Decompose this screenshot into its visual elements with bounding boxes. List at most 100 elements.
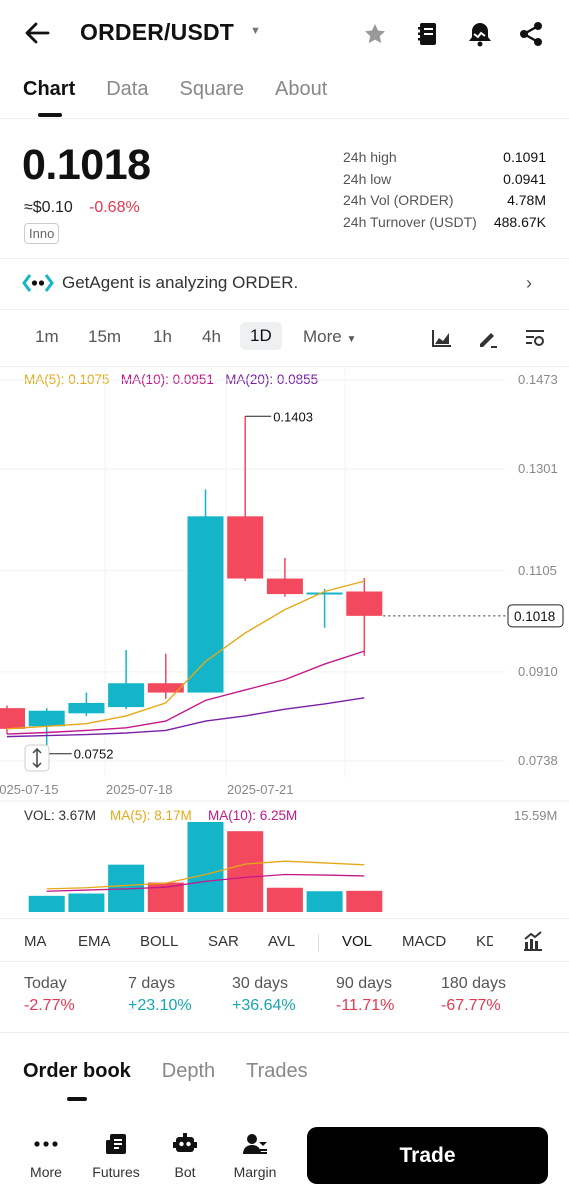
futures-label: Futures: [92, 1164, 140, 1180]
last-price-tag: [507, 604, 564, 628]
notebook-icon[interactable]: [416, 21, 440, 52]
perf-value: +23.10%: [128, 997, 192, 1014]
getagent-text: GetAgent is analyzing ORDER.: [62, 273, 299, 292]
stat-value: 0.0941: [503, 170, 546, 187]
volume-ma10-line: [46, 873, 365, 892]
volume-ma5-line: [46, 860, 365, 890]
pair-dropdown-icon[interactable]: ▼: [250, 25, 261, 37]
indicator-separator: [318, 934, 319, 952]
divider: [0, 918, 569, 919]
volume-ma10-label: MA(10): 6.25M: [208, 808, 297, 823]
interval-bar: 1m 15m 1h 4h 1D More ▼: [0, 322, 569, 356]
tab-chart[interactable]: Chart: [23, 78, 76, 100]
zone-badge[interactable]: Inno: [24, 223, 60, 244]
bot-label: Bot: [174, 1164, 196, 1180]
perf-90d: 90 days -11.71%: [336, 975, 394, 1015]
y-tick-label: 0.1473: [518, 372, 558, 387]
y-tick-label: 0.0738: [518, 753, 558, 768]
tab-data[interactable]: Data: [106, 78, 149, 100]
usd-price: ≈$0.10: [24, 199, 73, 216]
perf-label: 90 days: [336, 975, 393, 992]
more-label: More: [30, 1164, 62, 1180]
volume-bar: [68, 893, 105, 912]
perf-label: 30 days: [232, 975, 289, 992]
perf-30d: 30 days +36.64%: [232, 975, 296, 1015]
y-tick-label: 0.1301: [518, 461, 558, 476]
futures-button[interactable]: Futures: [86, 1130, 146, 1180]
candle-body: [147, 683, 184, 693]
chevron-right-icon[interactable]: ›: [526, 273, 532, 293]
pair-title[interactable]: ORDER/USDT: [80, 19, 235, 45]
bot-button[interactable]: Bot: [155, 1130, 215, 1180]
tab-depth[interactable]: Depth: [161, 1060, 216, 1082]
divider: [0, 961, 569, 962]
margin-icon: [225, 1130, 285, 1158]
trade-button[interactable]: Trade: [307, 1127, 548, 1184]
indicator-ma[interactable]: MA: [24, 933, 47, 950]
drawing-tool-icon[interactable]: [477, 327, 499, 354]
star-icon[interactable]: [363, 22, 387, 51]
share-icon[interactable]: [519, 21, 543, 52]
indicator-boll[interactable]: BOLL: [140, 933, 179, 950]
back-arrow-icon[interactable]: [24, 20, 50, 51]
candle-body: [227, 516, 264, 579]
active-tab-indicator: [38, 113, 62, 117]
divider: [0, 309, 569, 310]
price-alert-bell-icon[interactable]: [467, 21, 493, 52]
stat-label: 24h high: [343, 149, 397, 165]
indicator-settings-icon[interactable]: [522, 930, 544, 956]
interval-1h[interactable]: 1h: [153, 327, 172, 346]
interval-more[interactable]: More ▼: [303, 327, 356, 347]
chevron-down-icon: ▼: [346, 334, 357, 345]
interval-1m[interactable]: 1m: [35, 327, 59, 346]
orderbook-tabs: Order book Depth Trades: [23, 1060, 339, 1083]
perf-value: +36.64%: [232, 997, 296, 1014]
indicator-sar[interactable]: SAR: [208, 933, 239, 950]
volume-bar: [306, 891, 343, 912]
interval-4h[interactable]: 4h: [202, 327, 221, 346]
bot-icon: [155, 1130, 215, 1158]
perf-7d: 7 days +23.10%: [128, 975, 192, 1015]
tab-about[interactable]: About: [274, 78, 328, 100]
main-tabs: Chart Data Square About: [23, 78, 358, 101]
high-price-label: 0.1403: [273, 409, 313, 424]
interval-1d[interactable]: 1D: [240, 322, 282, 350]
indicator-avl[interactable]: AVL: [268, 933, 296, 950]
more-button[interactable]: More: [16, 1130, 76, 1180]
indicator-ema[interactable]: EMA: [78, 933, 111, 950]
volume-ma5-label: MA(5): 8.17M: [110, 808, 192, 823]
perf-label: 7 days: [128, 975, 176, 992]
perf-value: -67.77%: [441, 997, 501, 1014]
interval-15m[interactable]: 15m: [88, 327, 122, 346]
volume-bar: [266, 887, 303, 912]
chart-type-icon[interactable]: [431, 328, 453, 353]
perf-value: -11.71%: [336, 997, 395, 1014]
x-axis-label: 2025-07-18: [106, 782, 173, 797]
indicator-macd[interactable]: MACD: [402, 933, 447, 950]
volume-bar: [187, 822, 224, 912]
kline-chart[interactable]: 0.1473 0.1301 0.1105 0.0910 0.0738 0.1403 0.07…: [0, 365, 569, 920]
chart-settings-icon[interactable]: [524, 328, 546, 353]
interval-more-label: More: [303, 327, 342, 346]
candle-body: [187, 516, 224, 693]
indicator-vol[interactable]: VOL: [342, 933, 373, 950]
tab-trades[interactable]: Trades: [246, 1060, 308, 1082]
getagent-banner[interactable]: GetAgent is analyzing ORDER.: [22, 273, 298, 293]
tab-order-book[interactable]: Order book: [23, 1060, 131, 1082]
top-bar: ORDER/USDT ▼: [0, 0, 569, 68]
tab-square[interactable]: Square: [179, 78, 244, 100]
stat-label: 24h low: [343, 170, 392, 187]
volume-max-label: 15.59M: [514, 808, 557, 823]
margin-button[interactable]: Margin: [225, 1130, 285, 1180]
perf-value: -2.77%: [24, 997, 75, 1014]
perf-180d: 180 days -67.77%: [441, 975, 506, 1015]
y-tick-label: 0.1105: [518, 563, 557, 578]
candle-body: [28, 710, 65, 727]
indicator-kd[interactable]: KD: [476, 933, 493, 950]
x-axis-label: 2025-07-15: [0, 782, 59, 797]
last-price: 0.1018: [22, 141, 151, 189]
stat-value: 0.1091: [503, 149, 546, 165]
stat-label: 24h Turnover (USDT): [343, 213, 477, 230]
candle-body: [108, 683, 145, 708]
x-axis-label: 2025-07-21: [227, 782, 294, 797]
